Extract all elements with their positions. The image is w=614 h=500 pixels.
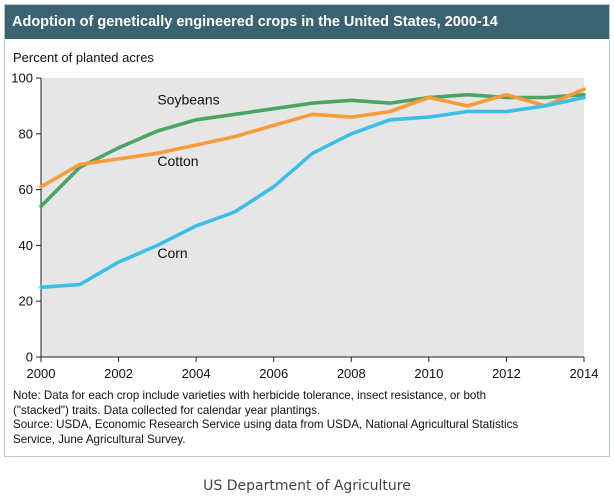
series-label-soybeans: Soybeans (157, 92, 219, 108)
chart-notes: Note: Data for each crop include varieti… (13, 389, 603, 447)
y-tick-label-5: 100 (11, 71, 33, 86)
plot-area (41, 78, 584, 357)
x-tick-label-3: 2006 (259, 366, 288, 381)
x-tick-label-6: 2012 (492, 366, 521, 381)
series-label-cotton: Cotton (157, 153, 198, 169)
note-line-1: Note: Data for each crop include varieti… (13, 389, 487, 402)
x-tick-label-7: 2014 (570, 366, 599, 381)
source-line-1: Source: USDA, Economic Research Service … (13, 418, 519, 431)
x-tick-label-0: 2000 (27, 366, 56, 381)
y-axis-label: Percent of planted acres (13, 50, 154, 65)
line-chart: 0 20 40 60 80 100 2000 2002 2004 2006 2008 2010 2012… (11, 71, 599, 382)
x-tick-label-4: 2008 (337, 366, 366, 381)
y-tick-label-2: 40 (19, 238, 33, 253)
y-tick-label-3: 60 (19, 182, 33, 197)
note-line-2: ("stacked") traits. Data collected for c… (13, 403, 321, 417)
image-caption: US Department of Agriculture (203, 478, 411, 494)
y-tick-label-0: 0 (26, 350, 33, 365)
x-tick-label-2: 2004 (182, 366, 211, 381)
y-tick-label-4: 80 (19, 126, 33, 141)
series-line-cotton (39, 87, 586, 189)
series-line-corn (39, 95, 586, 290)
chart-title: Adoption of genetically engineered crops… (5, 5, 609, 39)
source-line-2: Service, June Agricultural Survey. (13, 432, 186, 446)
x-tick-label-1: 2002 (104, 366, 133, 381)
series-label-corn: Corn (157, 245, 187, 261)
x-tick-label-5: 2010 (414, 366, 443, 381)
y-tick-label-1: 20 (19, 294, 33, 309)
